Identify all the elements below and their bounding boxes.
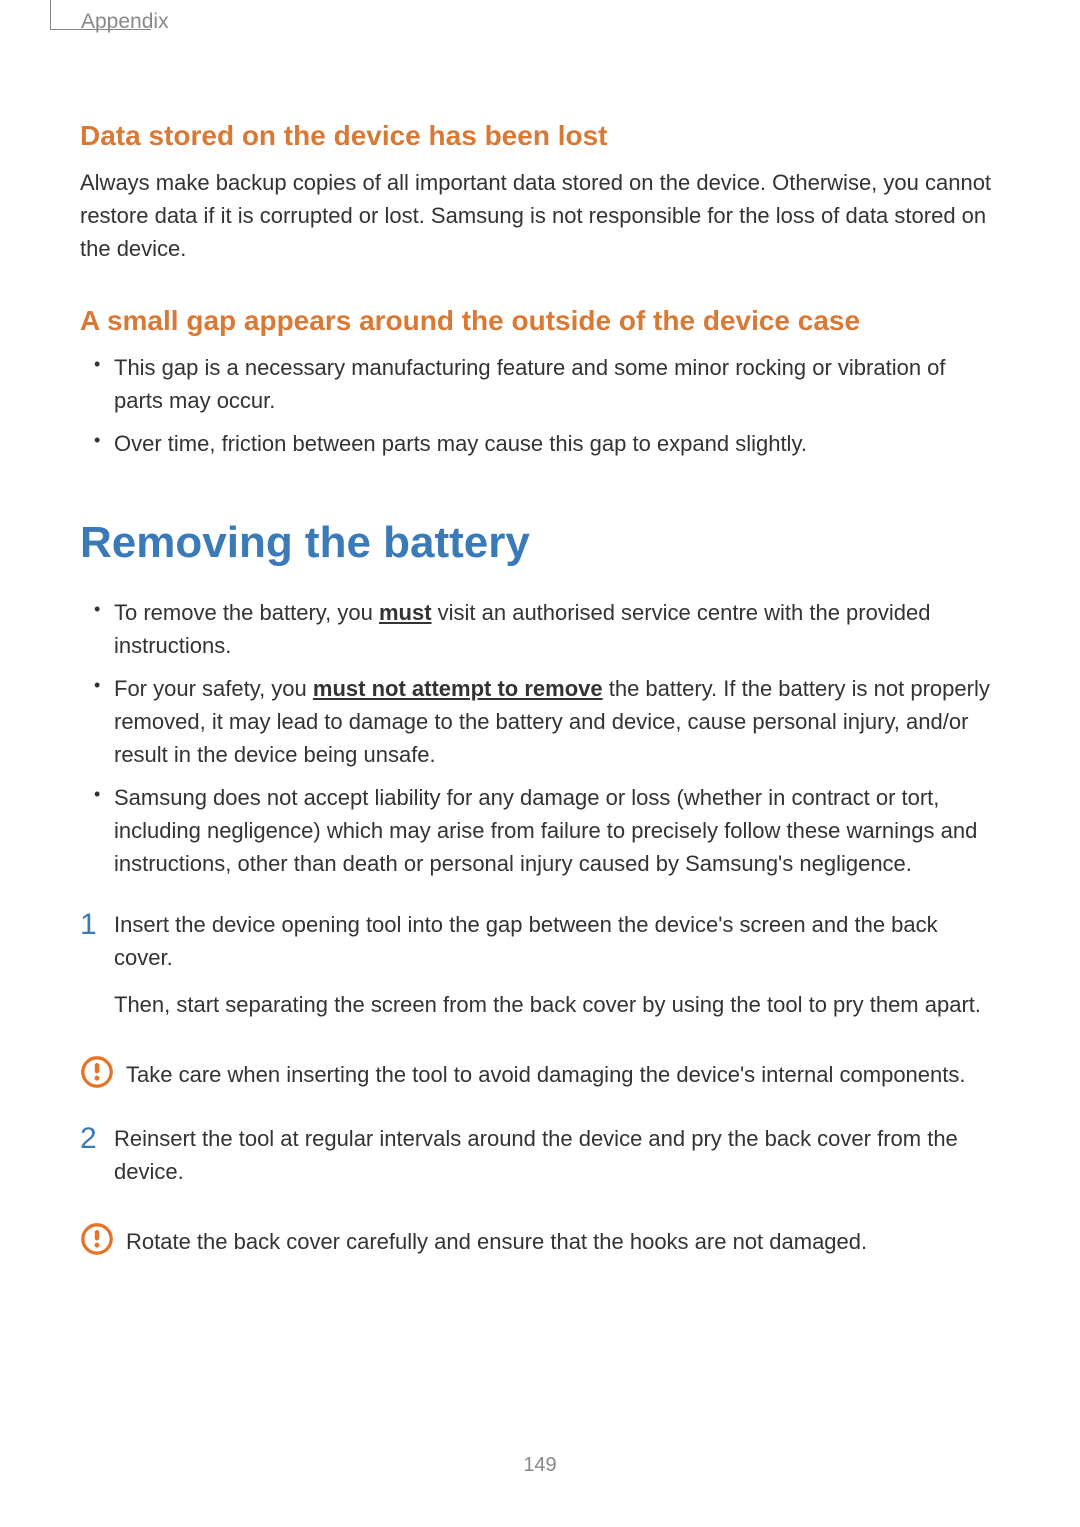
page-content: Data stored on the device has been lost … [50, 30, 1000, 1261]
list-item: To remove the battery, you must visit an… [80, 596, 1000, 662]
warning-text: Take care when inserting the tool to avo… [126, 1055, 1000, 1091]
step-text: Then, start separating the screen from t… [114, 988, 1000, 1021]
step-content: Reinsert the tool at regular intervals a… [114, 1122, 1000, 1202]
warning-box: Take care when inserting the tool to avo… [80, 1055, 1000, 1094]
step-content: Insert the device opening tool into the … [114, 908, 1000, 1035]
section-breadcrumb: Appendix [81, 10, 169, 33]
caution-icon [80, 1055, 114, 1094]
step-number: 2 [80, 1122, 114, 1155]
bullet-text-pre: To remove the battery, you [114, 600, 379, 625]
step-2: 2 Reinsert the tool at regular intervals… [80, 1122, 1000, 1202]
bullet-text-emph: must not attempt to remove [313, 676, 603, 701]
list-item: For your safety, you must not attempt to… [80, 672, 1000, 771]
list-item: Samsung does not accept liability for an… [80, 781, 1000, 880]
subheading-gap: A small gap appears around the outside o… [80, 305, 1000, 337]
step-1: 1 Insert the device opening tool into th… [80, 908, 1000, 1035]
bullet-text-emph: must [379, 600, 432, 625]
list-item: Over time, friction between parts may ca… [80, 427, 1000, 460]
subheading-data-lost: Data stored on the device has been lost [80, 120, 1000, 152]
page-number: 149 [0, 1454, 1080, 1477]
header-tab: Appendix [50, 0, 151, 30]
main-heading-battery: Removing the battery [80, 518, 1000, 568]
step-text: Insert the device opening tool into the … [114, 908, 1000, 974]
caution-icon [80, 1222, 114, 1261]
bullet-text-pre: For your safety, you [114, 676, 313, 701]
step-number: 1 [80, 908, 114, 941]
gap-bullet-list: This gap is a necessary manufacturing fe… [80, 351, 1000, 460]
battery-bullet-list: To remove the battery, you must visit an… [80, 596, 1000, 880]
warning-box: Rotate the back cover carefully and ensu… [80, 1222, 1000, 1261]
body-data-lost: Always make backup copies of all importa… [80, 166, 1000, 265]
step-text: Reinsert the tool at regular intervals a… [114, 1122, 1000, 1188]
warning-text: Rotate the back cover carefully and ensu… [126, 1222, 1000, 1258]
list-item: This gap is a necessary manufacturing fe… [80, 351, 1000, 417]
